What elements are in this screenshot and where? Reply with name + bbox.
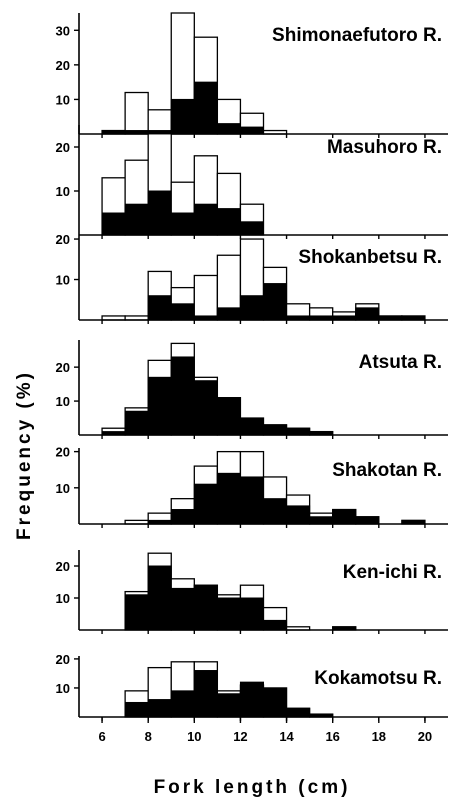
bar-dark — [216, 123, 241, 135]
panel-title: Masuhoro R. — [327, 137, 442, 158]
x-tick-label: 12 — [233, 729, 247, 744]
panel-5: 10 20 Shakotan R. — [56, 445, 448, 528]
y-tick-label: 20 — [56, 140, 70, 155]
bar-dark — [170, 587, 195, 631]
bar-dark — [263, 619, 288, 631]
bar-dark — [263, 687, 288, 718]
bar-dark — [147, 190, 172, 236]
bar-dark — [239, 597, 264, 631]
bar-dark — [170, 212, 195, 236]
x-tick-label: 8 — [145, 729, 152, 744]
bar-dark — [355, 307, 380, 321]
bar-dark — [263, 424, 288, 436]
bar-dark — [216, 693, 241, 718]
bar-dark — [170, 690, 195, 718]
bar-dark — [170, 509, 195, 525]
x-tick-label: 20 — [418, 729, 432, 744]
bar-dark — [193, 483, 218, 525]
bar-dark — [193, 584, 218, 631]
bar-dark — [239, 476, 264, 525]
y-tick-label: 20 — [56, 232, 70, 247]
x-tick-label: 14 — [279, 729, 294, 744]
y-tick-label: 20 — [56, 360, 70, 375]
panel-title: Atsuta R. — [359, 352, 442, 373]
panel-2: 10 20 Masuhoro R. — [56, 125, 448, 239]
bar-dark — [239, 417, 264, 436]
x-tick-label: 10 — [187, 729, 201, 744]
x-axis: 6 8 10 12 14 16 18 20 — [98, 717, 432, 744]
y-tick-label: 20 — [56, 652, 70, 667]
bar-dark — [239, 681, 264, 718]
bar-dark — [147, 565, 172, 631]
bar-dark — [216, 208, 241, 236]
bar-total — [193, 274, 219, 321]
bar-dark — [332, 509, 357, 525]
bar-dark — [263, 283, 288, 321]
bar-dark — [147, 295, 172, 321]
bar-dark — [170, 356, 195, 436]
y-axis-label: Frequency (%) — [14, 370, 35, 540]
x-tick-label: 6 — [98, 729, 105, 744]
bar-dark — [239, 126, 264, 135]
y-tick-label: 30 — [56, 23, 70, 38]
y-tick-label: 10 — [56, 591, 70, 606]
bar-dark — [193, 203, 218, 236]
bar-dark — [216, 307, 241, 321]
bar-dark — [309, 516, 334, 525]
bar-dark — [124, 594, 149, 631]
panel-title: Shimonaefutoro R. — [272, 25, 442, 46]
panel-3: 10 20 Shokanbetsu R. — [56, 232, 448, 324]
panel-7: 10 20 Kokamotsu R. — [56, 652, 448, 721]
y-tick-label: 10 — [56, 481, 70, 496]
bar-dark — [286, 707, 311, 718]
bar-dark — [286, 427, 311, 436]
x-tick-label: 18 — [372, 729, 386, 744]
panel-title: Ken-ichi R. — [343, 562, 442, 583]
bar-dark — [239, 221, 264, 236]
y-tick-label: 20 — [56, 58, 70, 73]
x-tick-label: 16 — [325, 729, 339, 744]
panel-6: 10 20 Ken-ichi R. — [56, 550, 448, 634]
y-tick-label: 10 — [56, 273, 70, 288]
y-tick-label: 10 — [56, 394, 70, 409]
y-tick-label: 20 — [56, 559, 70, 574]
y-tick-label: 10 — [56, 681, 70, 696]
bar-dark — [216, 597, 241, 631]
bar-dark — [124, 203, 149, 236]
bar-dark — [239, 295, 264, 321]
bar-dark — [216, 472, 241, 525]
y-tick-label: 10 — [56, 184, 70, 199]
y-tick-label: 10 — [56, 92, 70, 107]
bar-total — [124, 91, 149, 135]
bar-dark — [124, 701, 149, 718]
bar-dark — [147, 376, 172, 436]
x-axis-label: Fork length (cm) — [154, 777, 351, 798]
bar-dark — [170, 303, 195, 321]
panel-title: Shokanbetsu R. — [298, 247, 442, 268]
bar-dark — [147, 699, 172, 718]
bar-dark — [193, 81, 218, 135]
bar-dark — [216, 397, 241, 436]
bar-dark — [124, 410, 149, 436]
panel-1: 10 20 30 Shimonaefutoro R. — [56, 12, 448, 138]
panel-title: Shakotan R. — [332, 460, 442, 481]
bar-dark — [355, 516, 380, 525]
bar-dark — [193, 380, 218, 436]
y-tick-label: 20 — [56, 445, 70, 460]
panel-title: Kokamotsu R. — [314, 668, 442, 689]
bar-dark — [170, 98, 195, 135]
bar-dark — [286, 505, 311, 525]
bar-dark — [193, 670, 218, 718]
bar-dark — [263, 498, 288, 525]
panel-4: 10 20 Atsuta R. — [56, 340, 448, 439]
bar-dark — [101, 212, 126, 236]
